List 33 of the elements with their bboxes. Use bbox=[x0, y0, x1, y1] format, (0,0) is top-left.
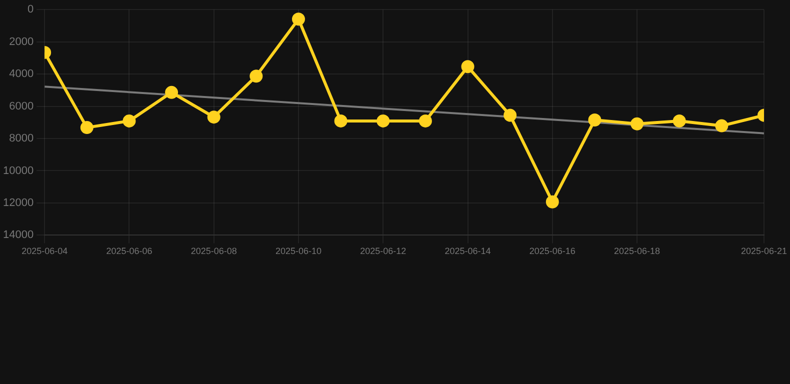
x-tick-label: 2025-06-21 bbox=[740, 246, 788, 256]
point bbox=[504, 108, 517, 122]
x-tick-label: 2025-06-10 bbox=[275, 246, 322, 256]
point bbox=[122, 114, 136, 128]
point bbox=[715, 119, 728, 132]
y-tick-label: 4000 bbox=[9, 68, 34, 80]
y-tick-label: 12000 bbox=[2, 197, 34, 210]
point bbox=[334, 114, 348, 128]
point bbox=[461, 60, 474, 74]
x-tick-label: 2025-06-16 bbox=[529, 246, 576, 256]
x-tick-label: 2025-06-18 bbox=[614, 246, 660, 256]
point bbox=[546, 195, 559, 208]
point bbox=[418, 114, 432, 128]
x-tick-label: 2025-06-04 bbox=[22, 246, 68, 256]
x-tick-label: 2025-06-08 bbox=[190, 246, 237, 256]
point bbox=[250, 70, 263, 83]
point bbox=[292, 12, 305, 26]
point bbox=[165, 86, 178, 99]
x-tick-label: 2025-06-12 bbox=[360, 246, 406, 256]
x-tick-label: 2025-06-06 bbox=[106, 246, 152, 256]
point bbox=[207, 110, 220, 124]
point bbox=[80, 121, 94, 134]
y-tick-label: 2000 bbox=[9, 36, 34, 48]
y-tick-label: 14000 bbox=[2, 229, 34, 242]
point bbox=[672, 114, 686, 128]
point bbox=[376, 114, 390, 128]
y-tick-label: 0 bbox=[27, 4, 34, 16]
point bbox=[588, 113, 602, 126]
point bbox=[630, 117, 644, 130]
y-tick-label: 8000 bbox=[9, 132, 34, 145]
y-tick-label: 6000 bbox=[9, 100, 34, 112]
x-tick-label: 2025-06-14 bbox=[444, 246, 491, 256]
y-tick-label: 10000 bbox=[2, 164, 34, 177]
